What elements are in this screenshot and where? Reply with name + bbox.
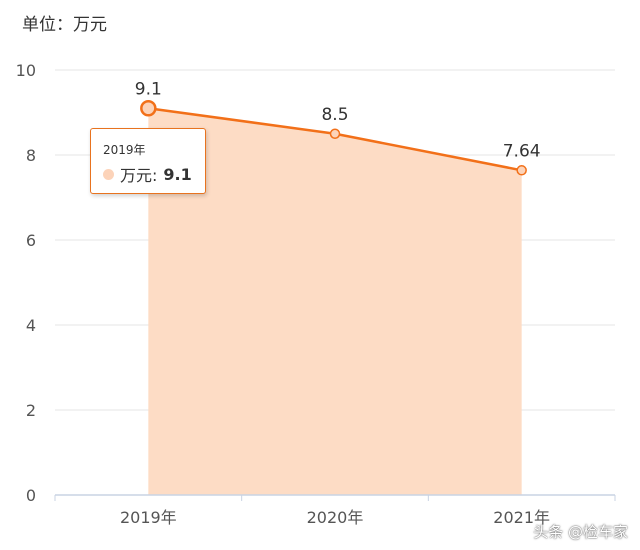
data-point — [516, 165, 527, 176]
y-tick-label: 0 — [26, 486, 36, 505]
data-point — [329, 128, 341, 139]
data-label: 7.64 — [503, 141, 541, 161]
unit-label: 单位：万元 — [22, 15, 107, 35]
data-point-highlighted — [140, 100, 157, 117]
y-tick-label: 10 — [16, 61, 36, 80]
data-label: 9.1 — [135, 79, 162, 99]
area-fill — [148, 108, 522, 495]
tooltip-value: 9.1 — [163, 164, 192, 184]
x-axis: 2019年 2020年 2021年 — [54, 494, 616, 527]
tooltip: 2019年 万元: 9.1 — [90, 128, 206, 194]
y-tick-label: 2 — [26, 401, 36, 420]
data-label: 8.5 — [321, 105, 348, 125]
y-tick-label: 8 — [26, 146, 36, 165]
y-tick-label: 6 — [26, 231, 36, 250]
tooltip-series-name: 万元: — [120, 166, 158, 185]
watermark: 头条 @检车家 — [533, 523, 628, 541]
area-fill-shape — [148, 108, 522, 495]
x-tick-label: 2019年 — [120, 508, 177, 527]
x-tick-label: 2021年 — [493, 508, 550, 527]
tooltip-row: 万元: 9.1 — [103, 162, 205, 186]
data-labels: 9.1 8.5 7.64 — [135, 79, 541, 161]
x-tick-label: 2020年 — [307, 508, 364, 527]
tooltip-category: 2019年 — [103, 143, 146, 157]
y-tick-label: 4 — [26, 316, 36, 335]
series-line — [140, 100, 527, 176]
tooltip-series-dot — [103, 168, 114, 180]
